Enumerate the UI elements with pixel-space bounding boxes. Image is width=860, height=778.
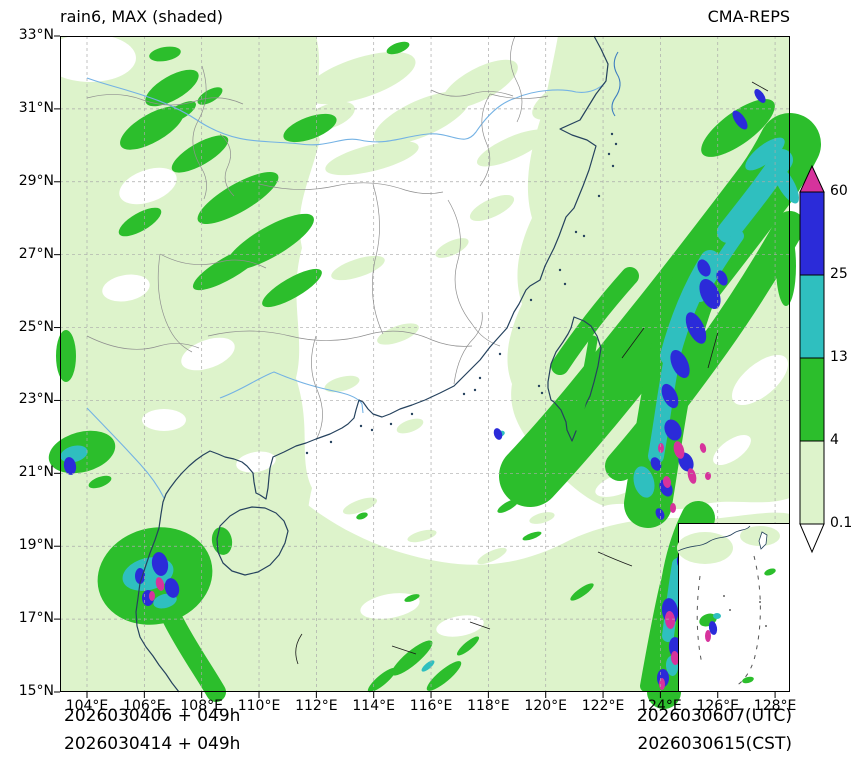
- x-axis-tick-label: 118°E: [467, 698, 510, 714]
- colorbar-tick-label: 13: [830, 349, 848, 365]
- model-label: CMA-REPS: [707, 7, 790, 26]
- coastal-islands: [305, 132, 618, 455]
- coastlines: [135, 35, 618, 693]
- x-axis-tick-label: 114°E: [352, 698, 395, 714]
- x-axis-tick-label: 106°E: [123, 698, 166, 714]
- precip-layer-extreme: [149, 441, 711, 690]
- colorbar: [799, 164, 825, 554]
- colorbar-over-arrow: [799, 164, 825, 193]
- y-axis-tick-label: 31°N: [18, 99, 54, 116]
- taiwan-east-rain-strip: [571, 335, 598, 431]
- colorbar-segment: [799, 357, 825, 442]
- precip-light-specks: [324, 194, 592, 565]
- map-plot-area: [44, 34, 821, 709]
- x-axis-tick-label: 112°E: [295, 698, 338, 714]
- y-axis-tick-label: 17°N: [18, 610, 54, 627]
- x-axis-tick-label: 122°E: [581, 698, 625, 714]
- colorbar-tick-label: 4: [830, 432, 839, 448]
- footer-right: 2026030607(UTC) 2026030615(CST): [637, 702, 792, 758]
- colorbar-segment: [799, 440, 825, 525]
- province-borders: [86, 35, 549, 441]
- init-time-utc: 2026030406 + 049h: [64, 706, 241, 726]
- rivers: [86, 51, 621, 499]
- x-axis-tick-label: 126°E: [696, 698, 740, 714]
- x-axis-tick-label: 124°E: [639, 698, 682, 714]
- valid-time-utc: 2026030607(UTC): [636, 706, 792, 726]
- valid-time-cst: 2026030615(CST): [637, 734, 792, 754]
- colorbar-tick-label: 60: [830, 183, 848, 199]
- colorbar-tick-label: 25: [830, 266, 848, 282]
- y-axis-tick-label: 15°N: [18, 682, 54, 699]
- map-canvas: [44, 34, 821, 709]
- y-axis-tick-label: 25°N: [18, 318, 54, 335]
- axis-ticks: [54, 35, 776, 698]
- plot-border: [60, 36, 790, 692]
- x-axis-tick-label: 116°E: [409, 698, 453, 714]
- inset-map: [677, 523, 790, 692]
- y-axis-tick-label: 19°N: [18, 537, 54, 554]
- colorbar-segment: [799, 274, 825, 359]
- colorbar-segment: [799, 191, 825, 276]
- y-axis-tick-label: 27°N: [18, 245, 54, 262]
- x-axis-tick-label: 120°E: [524, 698, 567, 714]
- chart-title: rain6, MAX (shaded): [60, 7, 224, 26]
- x-axis-tick-label: 104°E: [65, 698, 109, 714]
- rain-free-holes: [44, 34, 789, 637]
- colorbar-under-arrow: [799, 523, 825, 554]
- footer-left: 2026030406 + 049h 2026030414 + 049h: [64, 702, 240, 758]
- colorbar-tick-label: 0.1: [830, 515, 853, 531]
- y-axis-tick-label: 23°N: [18, 391, 54, 408]
- x-axis-tick-label: 110°E: [237, 698, 281, 714]
- x-axis-tick-label: 108°E: [180, 698, 223, 714]
- y-axis-tick-label: 29°N: [18, 172, 54, 189]
- x-axis-tick-label: 128°E: [753, 698, 797, 714]
- init-time-cst: 2026030414 + 049h: [64, 734, 241, 754]
- y-axis-tick-label: 33°N: [18, 27, 54, 43]
- contour-fragments: [295, 81, 769, 665]
- y-axis-tick-label: 21°N: [18, 464, 54, 481]
